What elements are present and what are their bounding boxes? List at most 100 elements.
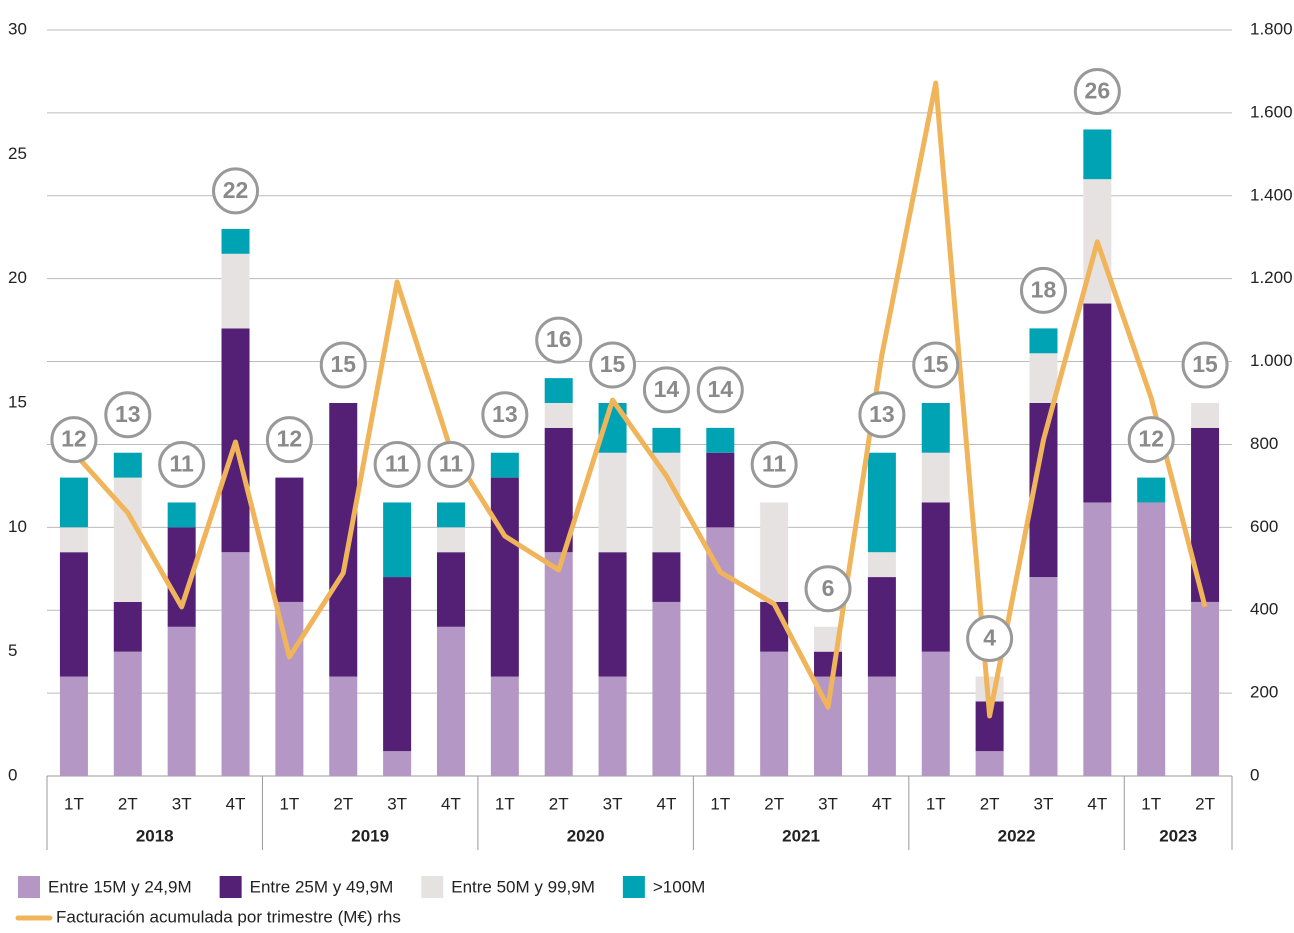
x-tick-label: 3T <box>387 794 407 813</box>
y2-tick-label: 1.000 <box>1250 351 1293 370</box>
bar-segment <box>383 502 412 578</box>
x-tick-label: 2T <box>980 794 1000 813</box>
legend-swatch <box>421 876 444 898</box>
badge-circle <box>696 366 744 414</box>
y-tick-label: 30 <box>8 19 27 38</box>
legend-label: Entre 15M y 24,9M <box>48 877 192 896</box>
year-label: 2020 <box>567 826 605 845</box>
bar-segment <box>113 452 142 478</box>
badge-circle <box>319 341 367 389</box>
year-label: 2018 <box>136 826 174 845</box>
bar-segment <box>383 577 412 752</box>
bar-segment <box>221 228 250 254</box>
bar-segment <box>490 452 519 478</box>
total-label: 11 <box>169 451 194 477</box>
year-label: 2023 <box>1159 826 1197 845</box>
bar-segment <box>867 676 896 776</box>
x-tick-label: 2T <box>118 794 138 813</box>
bar-segment <box>490 477 519 677</box>
total-label: 15 <box>600 351 626 377</box>
x-tick-label: 2T <box>764 794 784 813</box>
bar-segment <box>1191 601 1220 776</box>
badge-circle <box>750 440 798 488</box>
bar-segment <box>167 502 196 528</box>
y-tick-label: 20 <box>8 268 27 287</box>
bar-segment <box>490 676 519 776</box>
year-label: 2021 <box>782 826 820 845</box>
bar-segment <box>329 676 358 776</box>
bar-segment <box>436 552 465 627</box>
x-tick-label: 4T <box>1087 794 1107 813</box>
x-tick-label: 4T <box>441 794 461 813</box>
total-label: 16 <box>546 326 572 352</box>
bar-segment <box>544 403 573 428</box>
x-tick-label: 1T <box>710 794 730 813</box>
badge-circle <box>50 416 98 464</box>
total-label: 6 <box>822 575 835 601</box>
y2-tick-label: 1.400 <box>1250 185 1293 204</box>
bar-segment <box>275 477 304 602</box>
y2-tick-label: 800 <box>1250 434 1278 453</box>
bar-segment <box>975 751 1004 776</box>
total-label: 15 <box>923 351 949 377</box>
legend-swatch <box>219 876 242 898</box>
bar-segment <box>921 452 950 503</box>
bar-segment <box>1029 577 1058 776</box>
badge-circle <box>265 416 313 464</box>
badge-circle <box>427 440 475 488</box>
x-tick-label: 4T <box>657 794 677 813</box>
total-label: 12 <box>277 426 303 452</box>
year-label: 2019 <box>351 826 389 845</box>
total-label: 15 <box>1192 351 1218 377</box>
bar-segment <box>867 577 896 677</box>
legend-swatch <box>622 876 645 898</box>
bar-segment <box>436 527 465 553</box>
bar-segment <box>59 527 88 553</box>
bar-segment <box>652 552 681 602</box>
y2-tick-label: 400 <box>1250 600 1278 619</box>
total-label: 13 <box>492 401 518 427</box>
bar-segment <box>652 427 681 453</box>
legend-swatch <box>18 876 40 898</box>
bar-segment <box>867 452 896 553</box>
bar-segment <box>59 552 88 677</box>
bar-segment <box>1083 129 1112 180</box>
year-label: 2022 <box>998 826 1036 845</box>
bar-segment <box>867 552 896 578</box>
total-label: 13 <box>115 401 141 427</box>
y2-tick-label: 200 <box>1250 683 1278 702</box>
bar-segment <box>652 452 681 553</box>
bar-segment <box>59 676 88 776</box>
legend-label: Entre 50M y 99,9M <box>451 877 595 896</box>
badge-circle <box>1073 67 1121 115</box>
y2-tick-label: 1.800 <box>1250 19 1293 38</box>
total-label: 15 <box>330 351 356 377</box>
total-label: 26 <box>1085 78 1111 104</box>
legend-label: >100M <box>653 877 705 896</box>
bar-segment <box>59 477 88 528</box>
bar-segment <box>544 552 573 776</box>
bar-segment <box>221 253 250 329</box>
bar-segment <box>167 626 196 776</box>
x-tick-label: 1T <box>64 794 84 813</box>
badge-circle <box>642 366 690 414</box>
total-label: 11 <box>762 451 787 477</box>
total-label: 22 <box>223 177 249 203</box>
badge-circle <box>589 341 637 389</box>
x-tick-label: 2T <box>1195 794 1215 813</box>
bar-segment <box>1083 502 1112 776</box>
badge-circle <box>481 391 529 439</box>
total-label: 11 <box>385 451 410 477</box>
x-tick-label: 2T <box>549 794 569 813</box>
bar-segment <box>544 378 573 403</box>
x-tick-label: 1T <box>1141 794 1161 813</box>
badge-circle <box>966 615 1014 663</box>
bar-segment <box>275 601 304 776</box>
y-tick-label: 15 <box>8 392 27 411</box>
bar-segment <box>598 552 627 677</box>
x-tick-label: 3T <box>603 794 623 813</box>
y-tick-label: 5 <box>8 641 17 660</box>
x-tick-label: 1T <box>279 794 299 813</box>
badge-circle <box>1019 266 1067 314</box>
x-tick-label: 1T <box>926 794 946 813</box>
